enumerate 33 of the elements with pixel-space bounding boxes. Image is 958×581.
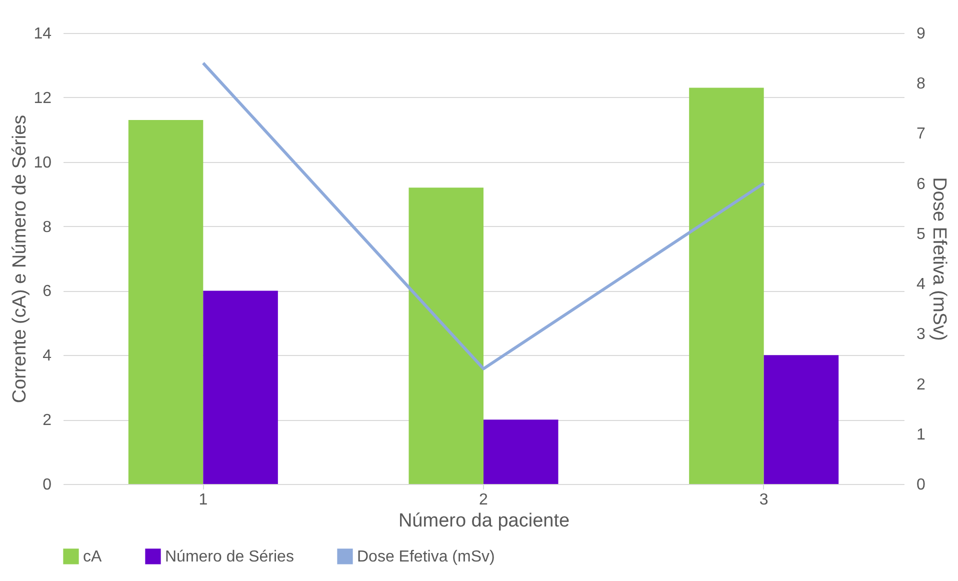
y2-tick-label: 4 xyxy=(916,276,926,294)
y2-tick-label: 6 xyxy=(916,176,926,193)
y2-tick-label: 3 xyxy=(916,326,926,344)
y-tick-label: 2 xyxy=(42,412,52,430)
legend-label: Número de Séries xyxy=(165,548,294,566)
legend-label: Dose Efetiva (mSv) xyxy=(357,548,495,566)
x-tick-label: 2 xyxy=(479,492,488,508)
y2-tick-label: 1 xyxy=(916,426,926,444)
x-tick-label: 1 xyxy=(198,492,208,508)
y2-tick-label: 8 xyxy=(916,76,926,93)
y-tick-label: 10 xyxy=(34,154,52,172)
x-tick-label: 3 xyxy=(759,492,768,508)
bar xyxy=(764,355,839,484)
y2-axis-title: Dose Efetiva (mSv) xyxy=(928,177,950,341)
y2-tick-label: 5 xyxy=(916,226,926,243)
y-tick-label: 0 xyxy=(42,476,52,494)
legend-label: cA xyxy=(83,548,102,566)
y-tick-label: 6 xyxy=(42,283,52,300)
y2-tick-label: 2 xyxy=(916,376,926,394)
y2-tick-label: 9 xyxy=(916,26,926,42)
bar xyxy=(484,420,558,484)
y-tick-label: 4 xyxy=(42,348,52,365)
y-tick-label: 12 xyxy=(34,90,52,107)
y-axis-title: Corrente (cA) e Número de Séries xyxy=(10,114,31,404)
y-tick-label: 14 xyxy=(34,26,52,42)
y2-tick-label: 7 xyxy=(916,126,926,143)
bar xyxy=(203,290,278,484)
y-tick-label: 8 xyxy=(42,218,52,236)
bar xyxy=(689,88,764,484)
y2-tick-label: 0 xyxy=(916,476,926,494)
bar xyxy=(128,120,204,484)
x-axis-title: Número da paciente xyxy=(398,510,570,532)
bar xyxy=(408,188,484,484)
